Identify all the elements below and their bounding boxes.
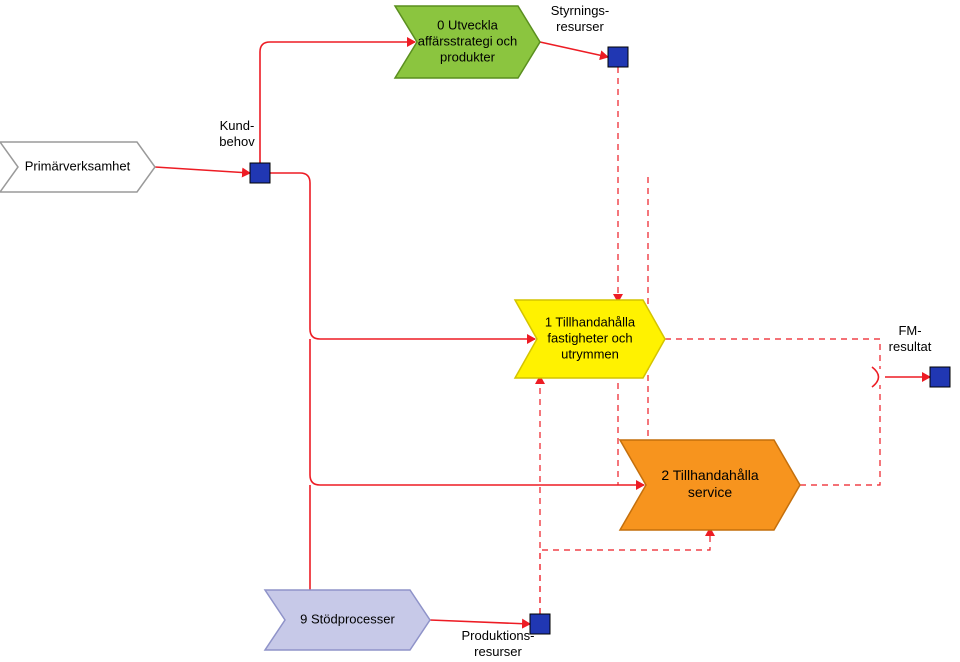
connector	[155, 167, 250, 173]
label-prod: Produktions-	[462, 628, 535, 643]
connector-dashed	[540, 528, 710, 614]
node-1-label: fastigheter och	[547, 330, 632, 345]
node-1-label: 1 Tillhandahålla	[545, 314, 636, 329]
node-0-label: affärsstrategi och	[418, 33, 517, 48]
label-kund: behov	[219, 134, 255, 149]
label-styrnings: resurser	[556, 19, 604, 34]
node-0-label: produkter	[440, 49, 496, 64]
bluebox-styrnings	[608, 47, 628, 67]
node-2-label: 2 Tillhandahålla	[661, 467, 759, 483]
connector	[270, 173, 535, 339]
connector-dashed	[800, 385, 880, 485]
node-2-label: service	[688, 484, 733, 500]
label-prod: resurser	[474, 644, 522, 659]
node-0-label: 0 Utveckla	[437, 17, 498, 32]
node-1-label: utrymmen	[561, 346, 619, 361]
node-9-label: 9 Stödprocesser	[300, 611, 395, 626]
connector-dashed	[665, 339, 880, 369]
label-kund: Kund-	[220, 118, 255, 133]
bluebox-fm	[930, 367, 950, 387]
connector	[260, 42, 415, 163]
connector	[430, 620, 530, 624]
node-primar-label: Primärverksamhet	[25, 158, 131, 173]
label-styrnings: Styrnings-	[551, 3, 610, 18]
bluebox-kund	[250, 163, 270, 183]
label-fm: resultat	[889, 339, 932, 354]
merge-y	[872, 367, 879, 387]
connector	[540, 42, 608, 57]
label-fm: FM-	[898, 323, 921, 338]
